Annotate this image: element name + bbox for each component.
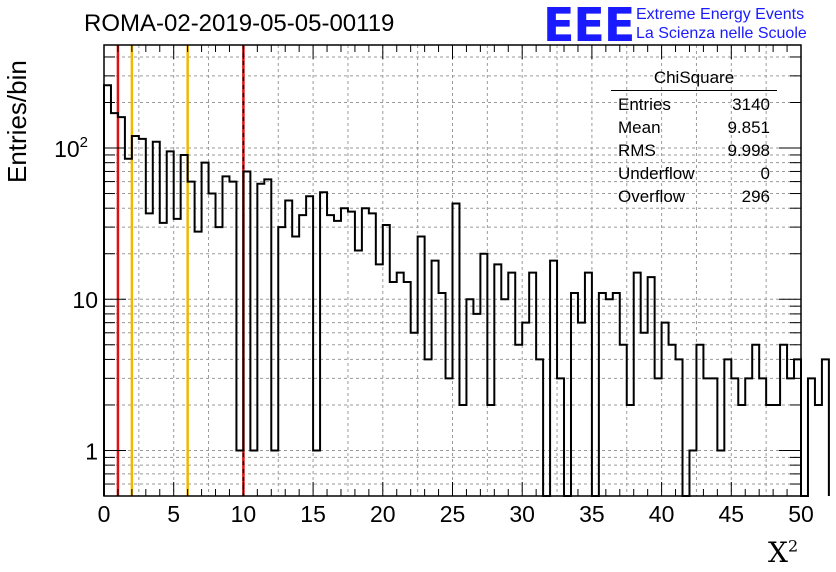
threshold-lines xyxy=(116,45,245,496)
stats-row-rms: RMS 9.998 xyxy=(611,139,777,162)
x-tick-label: 30 xyxy=(509,501,535,527)
x-tick-label: 50 xyxy=(788,501,814,527)
x-tick-label: 45 xyxy=(719,501,745,527)
x-axis-label-base: X xyxy=(768,536,788,569)
x-tick-label: 10 xyxy=(231,501,257,527)
chart-title: ROMA-02-2019-05-05-00119 xyxy=(84,10,395,37)
stats-row-overflow: Overflow 296 xyxy=(611,185,777,208)
stats-value: 296 xyxy=(741,187,770,206)
stats-label: Mean xyxy=(618,118,661,137)
stats-value: 0 xyxy=(760,164,770,183)
logo-line-1: Extreme Energy Events xyxy=(636,6,805,23)
stats-title: ChiSquare xyxy=(611,68,777,91)
x-tick-label: 20 xyxy=(370,501,396,527)
stats-label: RMS xyxy=(618,141,656,160)
x-tick-label: 5 xyxy=(167,501,180,527)
stats-label: Entries xyxy=(618,95,671,114)
y-tick-label: 1 xyxy=(85,438,98,464)
histogram-series xyxy=(103,84,830,497)
stats-value: 9.851 xyxy=(727,118,770,137)
x-axis-label: X2 xyxy=(768,536,798,569)
eee-logo: EEE Extreme Energy Events La Scienza nel… xyxy=(543,0,833,52)
x-tick-label: 35 xyxy=(579,501,605,527)
stats-value: 3140 xyxy=(732,95,770,114)
y-axis-label: Entries/bin xyxy=(2,60,32,183)
y-tick-label: 10 xyxy=(72,287,98,313)
x-tick-label: 0 xyxy=(98,501,111,527)
stats-row-mean: Mean 9.851 xyxy=(611,116,777,139)
stats-row-entries: Entries 3140 xyxy=(611,93,777,116)
y-tick-label: 102 xyxy=(54,134,88,162)
eee-logo-mark: EEE xyxy=(543,0,635,52)
stats-label: Overflow xyxy=(618,187,686,206)
x-axis-label-sup: 2 xyxy=(787,536,799,556)
x-tick-label: 15 xyxy=(300,501,326,527)
x-tick-label: 25 xyxy=(440,501,466,527)
stats-row-underflow: Underflow 0 xyxy=(611,162,777,185)
axis-ticks xyxy=(103,45,802,496)
tick-labels: 0 5 10 15 20 25 30 35 40 45 50 1 10 102 xyxy=(54,134,814,527)
stats-box: ChiSquare Entries 3140 Mean 9.851 RMS 9.998… xyxy=(611,68,777,208)
stats-label: Underflow xyxy=(618,164,695,183)
logo-line-2: La Scienza nelle Scuole xyxy=(636,25,807,42)
stats-value: 9.998 xyxy=(727,141,770,160)
x-tick-label: 40 xyxy=(649,501,675,527)
